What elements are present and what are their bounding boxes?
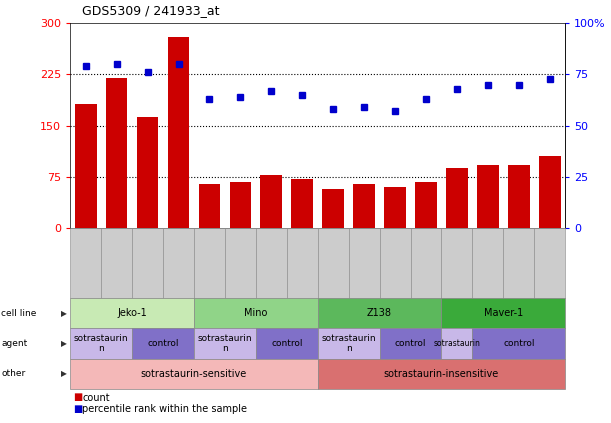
- Text: control: control: [147, 339, 179, 348]
- Text: GSM1044973: GSM1044973: [238, 231, 244, 278]
- Text: GSM1044980: GSM1044980: [547, 231, 553, 278]
- Text: ▶: ▶: [61, 369, 67, 379]
- Text: GDS5309 / 241933_at: GDS5309 / 241933_at: [82, 4, 220, 17]
- Text: GSM1044969: GSM1044969: [114, 231, 120, 278]
- Bar: [230, 181, 251, 228]
- Bar: [353, 184, 375, 228]
- Text: agent: agent: [1, 339, 27, 348]
- Text: ▶: ▶: [61, 339, 67, 348]
- Text: GSM1044977: GSM1044977: [362, 231, 367, 278]
- Text: ■: ■: [73, 392, 82, 402]
- Text: percentile rank within the sample: percentile rank within the sample: [82, 404, 247, 415]
- Text: sotrastaurin
n: sotrastaurin n: [197, 334, 252, 353]
- Bar: [106, 78, 128, 228]
- Bar: [539, 157, 560, 228]
- Text: control: control: [395, 339, 426, 348]
- Text: sotrastaurin-insensitive: sotrastaurin-insensitive: [384, 369, 499, 379]
- Bar: [75, 104, 97, 228]
- Bar: [323, 189, 344, 228]
- Text: sotrastaurin
n: sotrastaurin n: [321, 334, 376, 353]
- Bar: [167, 37, 189, 228]
- Text: Jeko-1: Jeko-1: [117, 308, 147, 318]
- Text: GSM1044967: GSM1044967: [83, 231, 89, 278]
- Bar: [199, 184, 221, 228]
- Bar: [477, 165, 499, 228]
- Text: Mino: Mino: [244, 308, 268, 318]
- Bar: [291, 179, 313, 228]
- Text: sotrastaurin-sensitive: sotrastaurin-sensitive: [141, 369, 247, 379]
- Text: count: count: [82, 393, 110, 403]
- Text: Z138: Z138: [367, 308, 392, 318]
- Text: sotrastaurin
n: sotrastaurin n: [74, 334, 128, 353]
- Text: sotrastaurin: sotrastaurin: [433, 339, 480, 348]
- Bar: [137, 117, 158, 228]
- Text: GSM1044981: GSM1044981: [485, 231, 491, 278]
- Text: GSM1044978: GSM1044978: [516, 231, 522, 278]
- Bar: [446, 168, 468, 228]
- Text: GSM1044971: GSM1044971: [207, 231, 213, 278]
- Text: cell line: cell line: [1, 308, 37, 318]
- Text: Maver-1: Maver-1: [484, 308, 523, 318]
- Text: ▶: ▶: [61, 308, 67, 318]
- Text: GSM1044979: GSM1044979: [454, 231, 460, 278]
- Text: GSM1044966: GSM1044966: [145, 231, 151, 278]
- Text: GSM1044968: GSM1044968: [176, 231, 182, 278]
- Text: GSM1044972: GSM1044972: [299, 231, 306, 278]
- Text: control: control: [503, 339, 535, 348]
- Bar: [384, 187, 406, 228]
- Text: GSM1044976: GSM1044976: [423, 231, 430, 278]
- Text: GSM1044974: GSM1044974: [392, 231, 398, 278]
- Text: control: control: [271, 339, 302, 348]
- Bar: [260, 176, 282, 228]
- Bar: [508, 165, 530, 228]
- Text: other: other: [1, 369, 26, 379]
- Bar: [415, 181, 437, 228]
- Text: ■: ■: [73, 404, 82, 414]
- Text: GSM1044975: GSM1044975: [331, 231, 337, 278]
- Text: GSM1044970: GSM1044970: [269, 231, 274, 278]
